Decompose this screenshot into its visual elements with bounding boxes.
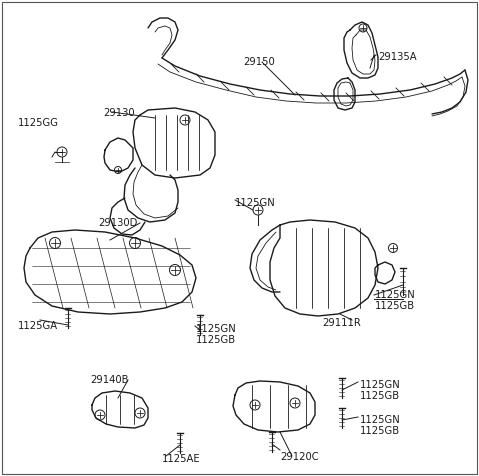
Text: 29120C: 29120C bbox=[280, 452, 319, 462]
Text: 1125GB: 1125GB bbox=[196, 335, 236, 345]
Text: 1125GN: 1125GN bbox=[360, 415, 401, 425]
Text: 29140B: 29140B bbox=[90, 375, 128, 385]
Text: 1125GA: 1125GA bbox=[18, 321, 58, 331]
Text: 1125AE: 1125AE bbox=[162, 454, 201, 464]
Text: 29130D: 29130D bbox=[98, 218, 137, 228]
Text: 1125GN: 1125GN bbox=[196, 324, 237, 334]
Text: 1125GB: 1125GB bbox=[360, 391, 400, 401]
Text: 29130: 29130 bbox=[103, 108, 135, 118]
Text: 29111R: 29111R bbox=[322, 318, 361, 328]
Text: 1125GN: 1125GN bbox=[235, 198, 276, 208]
Text: 1125GN: 1125GN bbox=[375, 290, 416, 300]
Text: 1125GG: 1125GG bbox=[18, 118, 59, 128]
Text: 1125GN: 1125GN bbox=[360, 380, 401, 390]
Text: 29135A: 29135A bbox=[378, 52, 417, 62]
Text: 29150: 29150 bbox=[243, 57, 275, 67]
Text: 1125GB: 1125GB bbox=[360, 426, 400, 436]
Text: 1125GB: 1125GB bbox=[375, 301, 415, 311]
